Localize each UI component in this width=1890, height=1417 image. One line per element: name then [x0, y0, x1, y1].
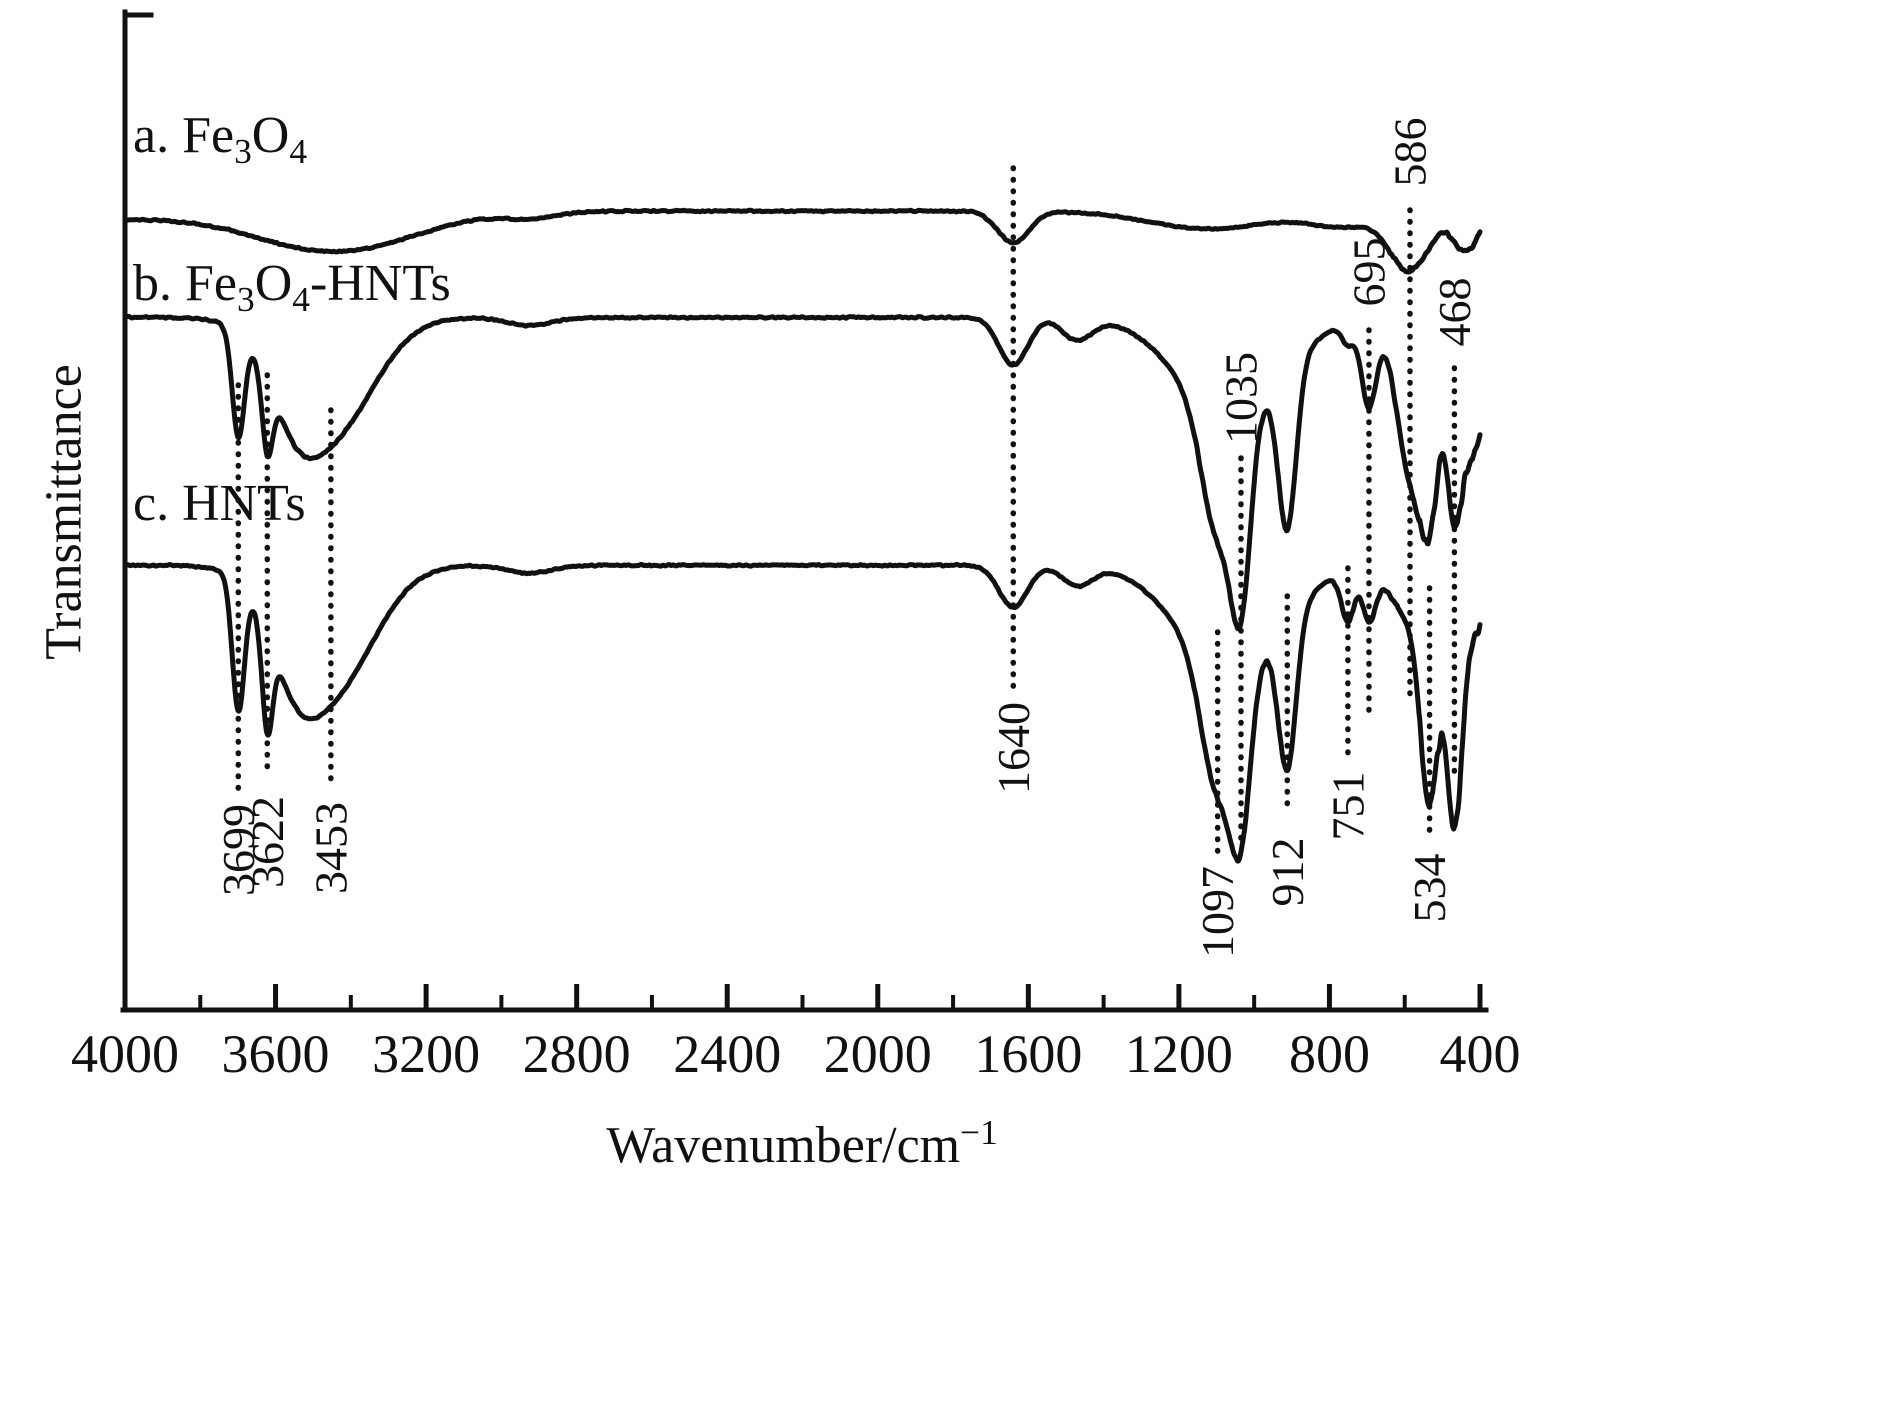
x-tick-label-800: 800 — [1289, 1024, 1370, 1084]
label-part: 3 — [237, 279, 255, 319]
label-part: 3 — [234, 131, 252, 171]
peak-label-1640: 1640 — [988, 702, 1039, 794]
y-axis-title: Transmittance — [36, 364, 93, 660]
x-tick-label-400: 400 — [1440, 1024, 1521, 1084]
x-tick-label-1200: 1200 — [1125, 1024, 1233, 1084]
x-tick-label-2400: 2400 — [673, 1024, 781, 1084]
peak-label-695: 695 — [1343, 238, 1394, 307]
spectrum-fe3o4 — [122, 207, 1483, 275]
curve-label-b: b. Fe3O4-HNTs — [133, 255, 451, 319]
peak-label-751: 751 — [1322, 772, 1373, 841]
label-part: c. HNTs — [133, 475, 306, 532]
label-part: Wavenumber/cm — [606, 1117, 960, 1174]
peak-label-586: 586 — [1384, 118, 1435, 187]
label-part: O — [255, 255, 293, 312]
label-part: b. Fe — [133, 255, 237, 312]
x-tick-label-2000: 2000 — [824, 1024, 932, 1084]
x-tick-label-3600: 3600 — [222, 1024, 330, 1084]
label-part: O — [252, 107, 290, 164]
x-tick-label-4000: 4000 — [71, 1024, 179, 1084]
label-part: 4 — [289, 131, 307, 171]
peak-label-3453: 3453 — [305, 802, 356, 894]
spectrum-hnts — [122, 561, 1483, 864]
curve-label-a: a. Fe3O4 — [133, 107, 307, 171]
peak-label-3622: 3622 — [242, 796, 293, 888]
axes: 4000 3600 3200 2800 2400 2000 1600 1200 800 400 — [71, 9, 1521, 1084]
peak-label-1035: 1035 — [1215, 352, 1266, 444]
label-part: a. Fe — [133, 107, 234, 164]
x-tick-label-1600: 1600 — [974, 1024, 1082, 1084]
axis-titles: Transmittance Wavenumber/cm−1 — [36, 364, 998, 1174]
peak-label-1097: 1097 — [1192, 866, 1243, 958]
label-part: -HNTs — [310, 255, 451, 312]
peak-label-534: 534 — [1404, 854, 1455, 923]
peak-label-468: 468 — [1429, 278, 1480, 347]
label-part: 4 — [292, 279, 310, 319]
curve-label-c: c. HNTs — [133, 475, 306, 532]
label-part: −1 — [960, 1112, 998, 1152]
spectrum-fe3o4-hnts — [122, 313, 1483, 632]
x-axis-title: Wavenumber/cm−1 — [606, 1112, 998, 1174]
x-tick-label-2800: 2800 — [523, 1024, 631, 1084]
x-tick-label-3200: 3200 — [372, 1024, 480, 1084]
peak-label-3699: 3699 — [213, 804, 264, 896]
peak-label-912: 912 — [1262, 838, 1313, 907]
